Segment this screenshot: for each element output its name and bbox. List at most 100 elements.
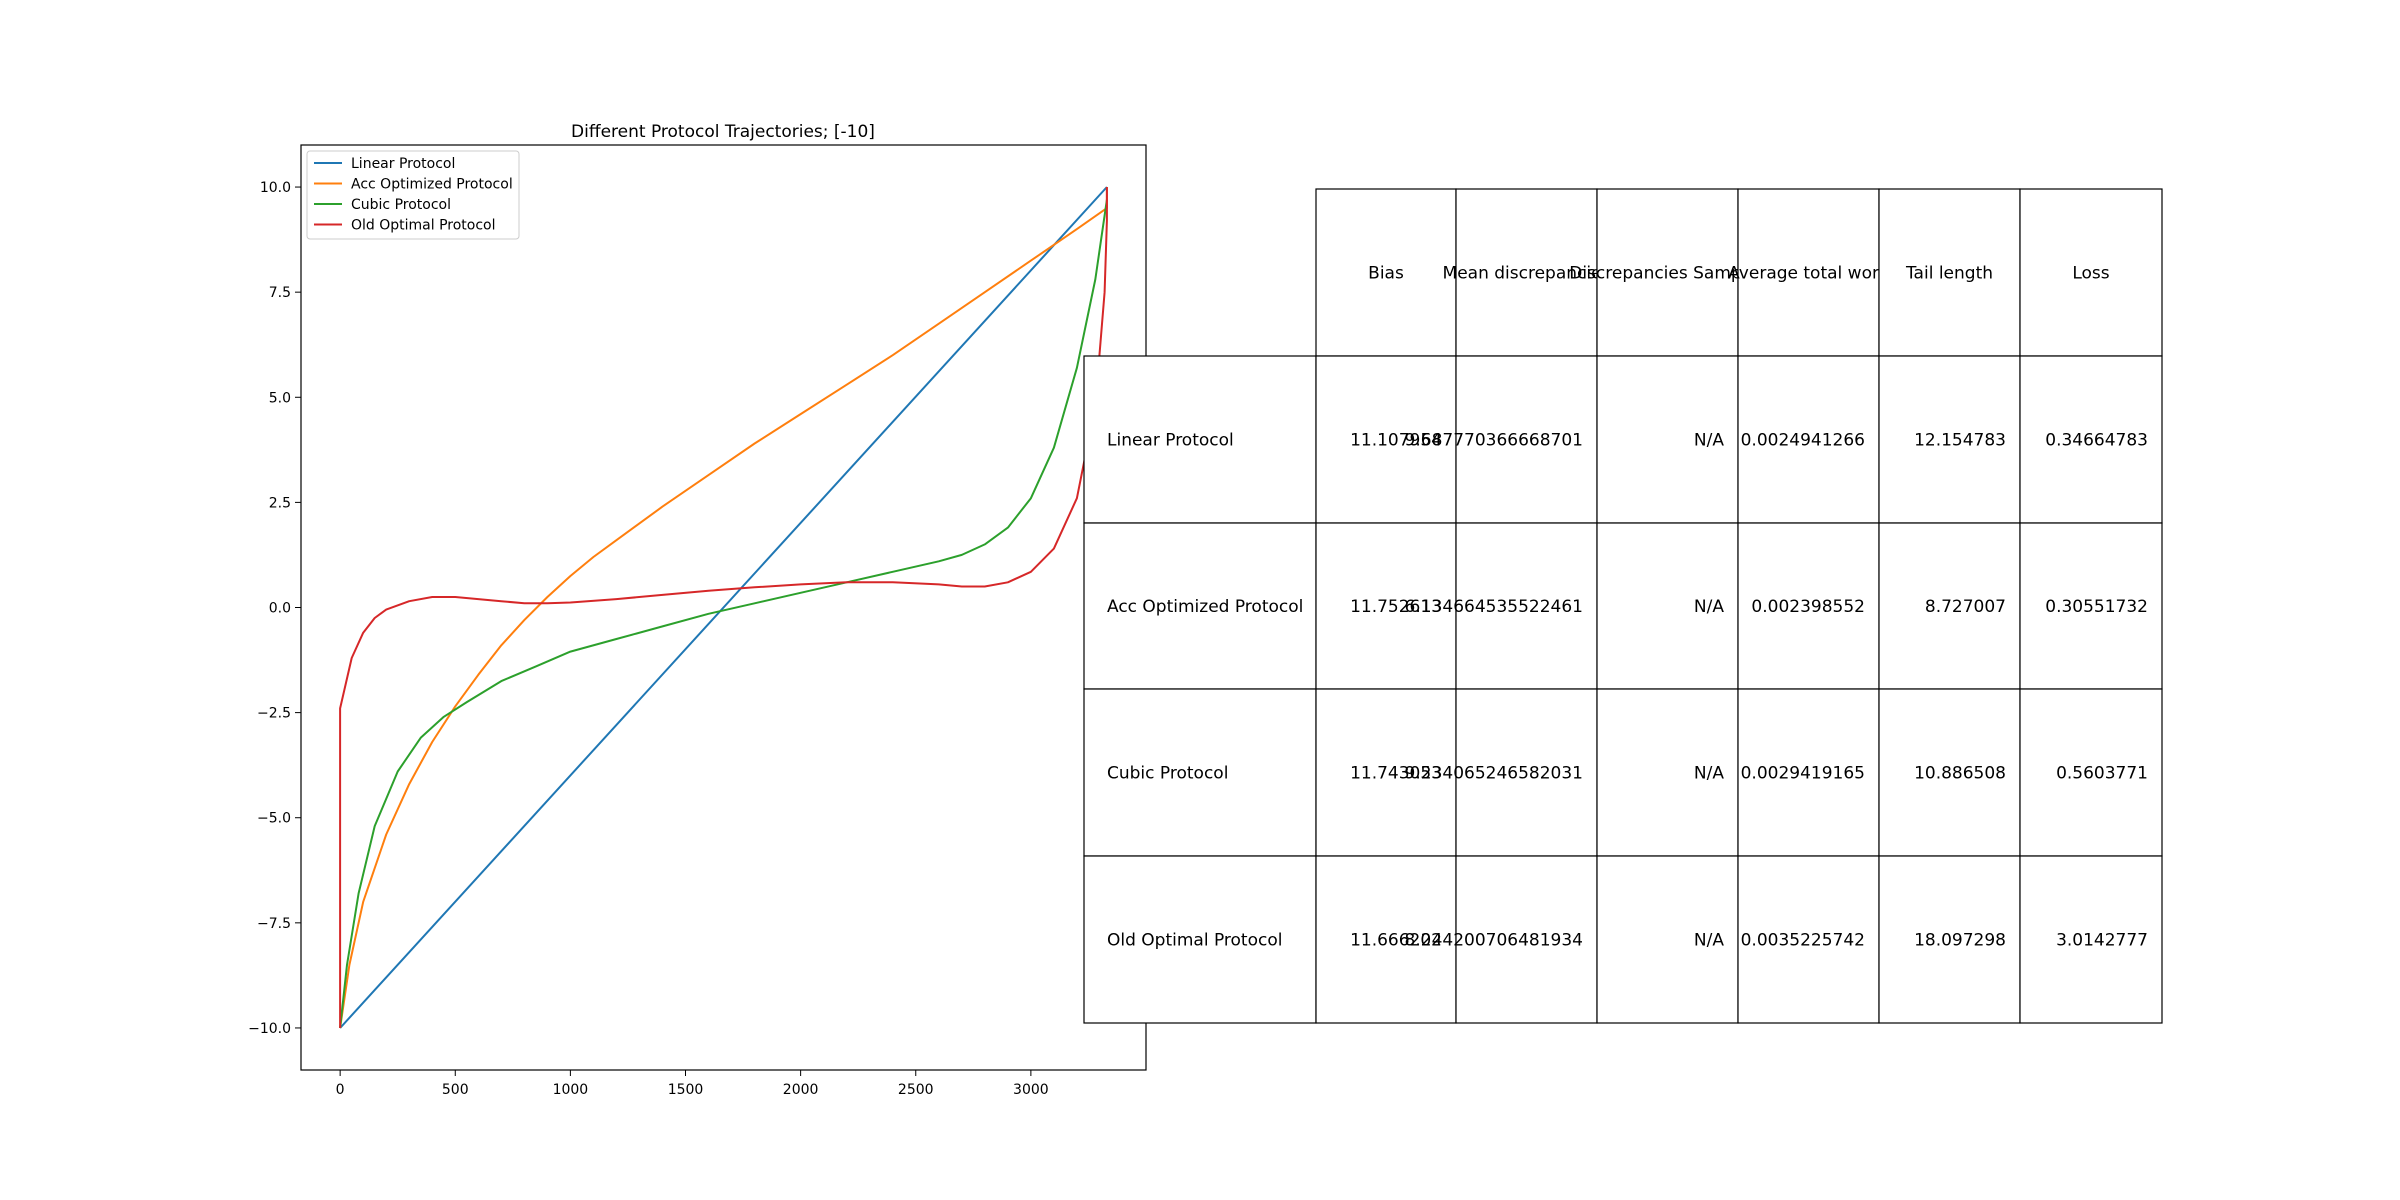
y-tick-label-1: −7.5 <box>257 916 291 932</box>
table-cell: 10.886508 <box>1914 764 2006 784</box>
table-cell-border <box>1878 522 2021 690</box>
table-cell: 8.727007 <box>1925 597 2006 617</box>
table-cell-border <box>1455 355 1598 524</box>
header-cell-text: Tail length <box>1905 264 1993 284</box>
table-cell: 0.0024941266 <box>1741 431 1865 451</box>
table-cell-border <box>1596 855 1739 1024</box>
header-cell-text: Loss <box>2072 264 2109 284</box>
header-cell-text: Average total work <box>1728 264 1889 284</box>
table-cell: 0.34664783 <box>2045 431 2148 451</box>
header-cell-text: Discrepancies Samples <box>1569 264 1766 284</box>
header-cell-text: Bias <box>1368 264 1404 284</box>
table-cell-border <box>1315 855 1457 1024</box>
series-line-3 <box>339 187 1108 1028</box>
table-cell-border <box>1455 855 1598 1024</box>
row-label-border <box>1083 855 1317 1024</box>
header-cell-border <box>1596 188 1739 357</box>
header-cell: Discrepancies Samples <box>1569 188 1766 357</box>
table-cell-border <box>1737 522 1880 690</box>
row-label-border <box>1083 522 1317 690</box>
table-cell: N/A <box>1694 764 1724 784</box>
y-tick-label-6: 5.0 <box>269 390 291 406</box>
table-cell: 0.0035225742 <box>1741 931 1865 951</box>
table-cell-border <box>1737 688 1880 857</box>
table-cell: 0.5603771 <box>2056 764 2148 784</box>
table-cell-border <box>1315 688 1457 857</box>
y-tick-label-7: 7.5 <box>269 285 291 301</box>
header-cell-border <box>2019 188 2163 357</box>
legend: Linear Protocol Acc Optimized Protocol Cub… <box>306 150 520 240</box>
table-cell: N/A <box>1694 931 1724 951</box>
header-cell: Average total work <box>1728 188 1889 357</box>
table-cell: 9.687770366668701 <box>1405 431 1583 451</box>
table-cell-border <box>1315 355 1457 524</box>
table-cell-border <box>1596 522 1739 690</box>
x-tick-label-4: 2000 <box>783 1082 819 1098</box>
table-cell-border <box>1878 688 2021 857</box>
table-cell: 0.0029419165 <box>1741 764 1865 784</box>
table-cell-border <box>2019 355 2163 524</box>
table-cell: N/A <box>1694 597 1724 617</box>
header-cell-border <box>1878 188 2021 357</box>
table-cell: 11.107954 <box>1350 431 1442 451</box>
table-cell: 11.743053 <box>1350 764 1442 784</box>
table-row: Linear Protocol 11.1079549.68777036666870… <box>1083 355 2163 524</box>
table-row: Cubic Protocol 11.7430539.234065246582031… <box>1083 688 2163 857</box>
header-cell-border <box>1315 188 1457 357</box>
table-cell: 11.752613 <box>1350 597 1442 617</box>
row-label-border <box>1083 355 1317 524</box>
x-tick-label-0: 0 <box>336 1082 345 1098</box>
x-tick-label-3: 1500 <box>668 1082 704 1098</box>
legend-label-1: Acc Optimized Protocol <box>351 177 513 193</box>
series-layer <box>339 186 1108 1029</box>
header-cell: Bias <box>1315 188 1457 357</box>
table-cell: 18.097298 <box>1914 931 2006 951</box>
table-cell: 12.154783 <box>1914 431 2006 451</box>
header-cell-border <box>1737 188 1880 357</box>
row-label: Acc Optimized Protocol <box>1107 597 1303 617</box>
y-tick-label-0: −10.0 <box>248 1021 291 1037</box>
y-tick-label-8: 10.0 <box>260 180 291 196</box>
row-label: Cubic Protocol <box>1107 764 1228 784</box>
table-cell: 9.234065246582031 <box>1405 764 1583 784</box>
header-cell: Loss <box>2019 188 2163 357</box>
header-cell: Tail length <box>1878 188 2021 357</box>
table-cell-border <box>2019 855 2163 1024</box>
row-label: Linear Protocol <box>1107 431 1234 451</box>
table-cell-border <box>1737 855 1880 1024</box>
table-cell-border <box>1455 522 1598 690</box>
table-cell: 8.244200706481934 <box>1405 931 1583 951</box>
x-tick-label-6: 3000 <box>1013 1082 1049 1098</box>
table-cell-border <box>1878 355 2021 524</box>
y-tick-label-2: −5.0 <box>257 811 291 827</box>
table-cell-border <box>1596 688 1739 857</box>
series-line-1 <box>339 187 1108 1029</box>
table-cell: N/A <box>1694 431 1724 451</box>
table-cell: 0.30551732 <box>2045 597 2148 617</box>
legend-label-3: Old Optimal Protocol <box>351 218 496 234</box>
table-row: Old Optimal Protocol 11.6662028.244200706… <box>1083 855 2163 1024</box>
y-tick-label-4: 0.0 <box>269 601 291 617</box>
table-cell: 0.002398552 <box>1751 597 1865 617</box>
series-line-0 <box>339 186 1108 1029</box>
table-cell: 6.134664535522461 <box>1405 597 1583 617</box>
legend-box <box>306 150 520 240</box>
header-cell-text: Mean discrepancies <box>1443 264 1611 284</box>
x-tick-label-2: 1000 <box>553 1082 589 1098</box>
table-cell: 11.666202 <box>1350 931 1442 951</box>
y-tick-label-3: −2.5 <box>257 706 291 722</box>
series-line-2 <box>339 199 1108 1029</box>
x-tick-label-5: 2500 <box>898 1082 934 1098</box>
y-axis: −10.0 −7.5 −5.0 −2.5 0.0 2.5 5.0 7.5 10.0 <box>248 180 301 1037</box>
table-cell-border <box>1315 522 1457 690</box>
chart-title: Different Protocol Trajectories; [-10] <box>571 122 875 142</box>
row-label-border <box>1083 688 1317 857</box>
table-row: Acc Optimized Protocol 11.7526136.1346645… <box>1083 522 2163 690</box>
row-label: Old Optimal Protocol <box>1107 931 1282 951</box>
trajectory-plot: Different Protocol Trajectories; [-10] 0… <box>248 122 1147 1098</box>
y-tick-label-5: 2.5 <box>269 495 291 511</box>
legend-label-2: Cubic Protocol <box>351 197 451 213</box>
x-axis: 0 500 1000 1500 2000 2500 3000 <box>336 1070 1049 1098</box>
